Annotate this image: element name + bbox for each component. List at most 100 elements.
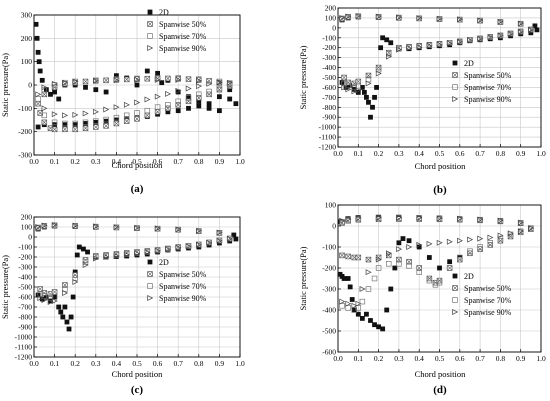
x-tick-label: 0.8 — [496, 149, 506, 158]
data-point — [231, 232, 237, 238]
data-point — [368, 318, 373, 323]
data-point — [345, 305, 351, 311]
panel-label: (d) — [433, 384, 447, 396]
x-tick-label: 0.0 — [333, 354, 343, 363]
x-tick-label: 0.1 — [50, 359, 60, 368]
data-point — [196, 91, 202, 98]
data-point — [144, 68, 150, 74]
data-point — [47, 299, 54, 305]
data-point — [528, 30, 534, 36]
y-tick-label: 0 — [332, 23, 336, 32]
data-point — [497, 32, 504, 39]
data-point — [375, 256, 382, 263]
data-point — [144, 75, 151, 82]
data-point — [406, 45, 413, 52]
legend-label: Spanwise 90% — [159, 44, 207, 53]
x-tick-label: 0.0 — [333, 149, 343, 158]
data-point — [477, 235, 484, 242]
y-tick-label: -300 — [18, 263, 32, 272]
data-point — [392, 265, 398, 271]
x-axis-label: Chord position — [415, 369, 467, 379]
y-tick-label: -600 — [322, 83, 336, 92]
data-point — [426, 255, 432, 260]
data-point — [196, 98, 202, 104]
data-point — [144, 112, 151, 119]
legend-marker — [452, 273, 458, 279]
data-point — [186, 94, 191, 100]
y-axis-label: Static pressure(Pa) — [0, 255, 10, 319]
data-point — [175, 76, 182, 83]
data-point — [35, 124, 41, 130]
data-point — [82, 257, 89, 263]
legend-marker — [147, 9, 153, 15]
data-point — [134, 82, 140, 88]
data-point — [175, 102, 181, 108]
data-point — [175, 87, 182, 94]
data-point — [159, 80, 165, 86]
y-tick-label: -1000 — [15, 333, 33, 342]
data-point — [217, 94, 222, 100]
data-point — [528, 26, 535, 33]
data-point — [144, 96, 151, 103]
legend-marker — [147, 283, 153, 289]
data-point — [447, 259, 453, 265]
data-point — [103, 116, 109, 123]
data-point — [82, 125, 89, 131]
data-point — [216, 229, 223, 236]
panel-a: 0.0 0.1 0.2 0.3 0.4 0.5 0.6 0.7 0.8 0.9 1.0 300 200 1… — [0, 8, 245, 195]
data-point — [233, 236, 239, 242]
data-point — [227, 96, 233, 102]
data-point — [436, 239, 443, 246]
legend: 2D Spanwise 50% Spanwise 70% Spanwise 90% — [147, 258, 207, 303]
x-tick-label: 0.6 — [153, 157, 163, 166]
y-tick-label: -700 — [18, 303, 32, 312]
data-point — [51, 119, 58, 126]
legend-marker — [147, 45, 154, 51]
data-point — [114, 73, 119, 79]
legend-marker — [452, 309, 459, 315]
y-tick-label: 0 — [28, 81, 32, 90]
data-point — [37, 295, 44, 301]
data-point — [487, 240, 494, 246]
data-point — [165, 246, 172, 253]
data-point — [375, 64, 382, 71]
legend-marker — [452, 285, 458, 291]
data-point — [351, 87, 357, 92]
data-point — [217, 108, 222, 114]
series-spanwise-70- — [35, 75, 233, 127]
data-point — [34, 35, 40, 41]
data-point — [185, 76, 192, 82]
data-point — [345, 216, 352, 223]
data-point — [497, 235, 504, 242]
data-point — [359, 85, 365, 90]
data-point — [51, 111, 58, 118]
data-point — [341, 84, 348, 91]
data-point — [361, 89, 367, 95]
data-point — [123, 118, 130, 124]
x-tick-label: 0.9 — [215, 359, 225, 368]
data-point — [81, 246, 86, 252]
data-point — [375, 13, 382, 20]
x-tick-label: 0.8 — [194, 157, 204, 166]
data-point — [436, 279, 443, 286]
legend-label: 2D — [464, 272, 474, 281]
data-point — [416, 44, 423, 51]
y-tick-label: 100 — [21, 223, 33, 232]
data-point — [416, 269, 422, 275]
data-point — [457, 38, 463, 45]
data-point — [380, 35, 386, 41]
y-tick-label: 200 — [21, 213, 33, 222]
data-point — [375, 214, 382, 221]
data-point — [175, 244, 182, 251]
data-point — [477, 35, 484, 42]
data-point — [196, 95, 202, 101]
legend-marker — [452, 297, 458, 303]
data-point — [154, 104, 161, 110]
data-point — [388, 286, 394, 292]
data-point — [355, 87, 362, 94]
data-point — [103, 89, 109, 95]
x-tick-label: 0.3 — [91, 157, 101, 166]
data-point — [528, 225, 535, 232]
data-point — [355, 311, 361, 317]
data-point — [206, 78, 212, 84]
